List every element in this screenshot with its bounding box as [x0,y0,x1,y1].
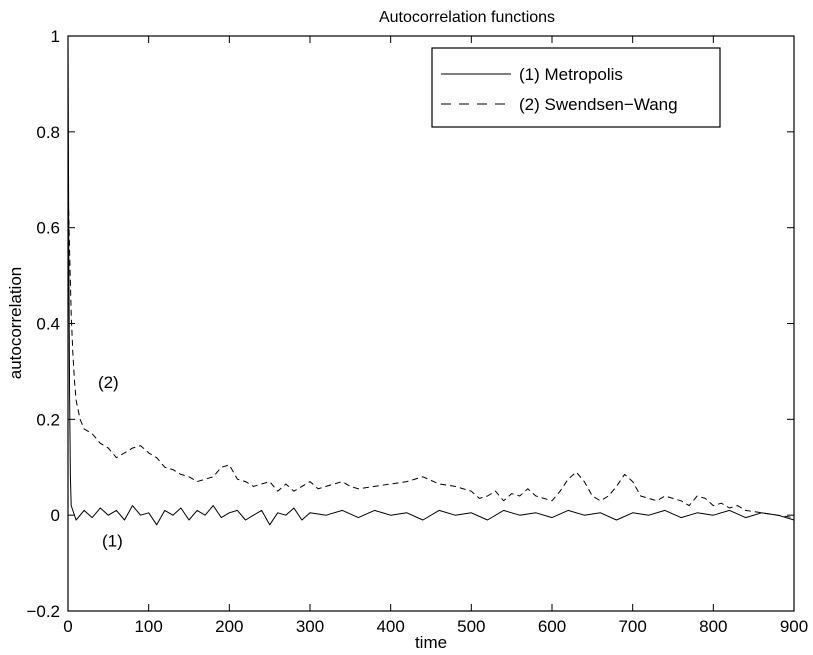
legend-box [431,47,721,128]
y-tick-label: 0.8 [36,123,60,142]
series-line-metropolis [67,35,795,526]
y-tick-label: 1 [51,27,60,46]
y-tick-label: 0 [51,506,60,525]
chart-title: Autocorrelation functions [379,9,555,26]
x-tick-label: 700 [618,617,646,636]
legend: (1) Metropolis (2) Swendsen−Wang [431,47,721,128]
x-tick-label: 100 [134,617,162,636]
annotation-swendsen-wang: (2) [98,373,119,392]
x-tick-label: 300 [296,617,324,636]
y-tick-label: 0.6 [36,219,60,238]
axis-ticks: 0 100 200 300 400 500 600 700 800 900−0.200.20.40… [26,27,808,636]
x-tick-label: 800 [699,617,727,636]
series-line-swendsen-wang [67,179,795,519]
y-tick-label: 0.2 [36,410,60,429]
x-tick-label: 400 [376,617,404,636]
series-lines [67,35,795,526]
x-tick-label: 500 [457,617,485,636]
x-axis-label: time [415,633,447,652]
x-tick-label: 0 [63,617,72,636]
x-tick-label: 600 [538,617,566,636]
x-tick-label: 900 [780,617,808,636]
legend-label-metropolis: (1) Metropolis [519,65,623,84]
y-tick-label: −0.2 [26,602,60,621]
series-annotations: (1) (2) [98,373,123,550]
legend-label-swendsen-wang: (2) Swendsen−Wang [519,95,678,114]
y-tick-label: 0.4 [36,315,60,334]
y-axis-label: autocorrelation [6,267,25,379]
annotation-metropolis: (1) [102,531,123,550]
x-tick-label: 200 [215,617,243,636]
